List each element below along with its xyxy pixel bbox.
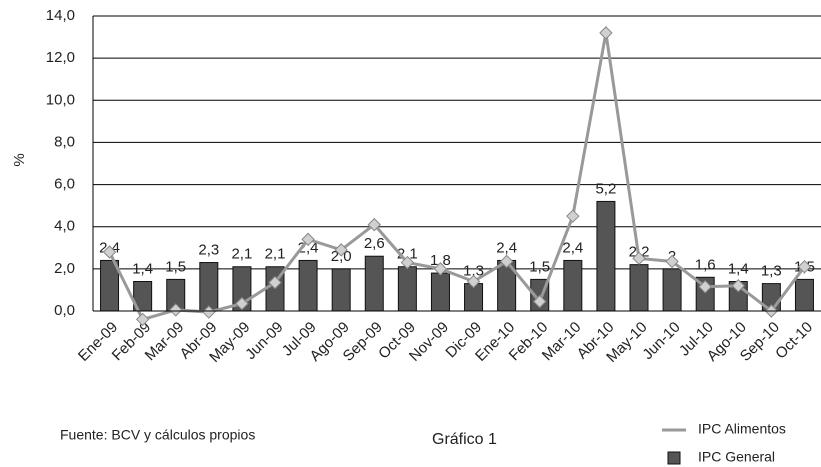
marker	[698, 280, 712, 294]
y-tick-label: 2,0	[54, 260, 75, 277]
y-tick-label: 10,0	[46, 91, 75, 108]
data-label: 1,8	[430, 252, 451, 269]
caption: Gráfico 1	[432, 431, 497, 448]
y-tick-label: 0,0	[54, 302, 75, 319]
y-tick-label: 8,0	[54, 133, 75, 150]
data-label: 2,4	[496, 239, 517, 256]
data-label: 1,4	[728, 260, 749, 277]
bar	[430, 272, 450, 312]
marker	[135, 312, 150, 327]
marker	[301, 232, 315, 247]
data-label: 1,5	[165, 258, 186, 275]
marker	[202, 305, 216, 319]
bar	[794, 278, 814, 312]
data-label: 1,3	[463, 263, 484, 280]
y-tick-label: 6,0	[54, 176, 75, 193]
marker	[665, 254, 679, 269]
marker	[235, 296, 249, 311]
x-tick-label: Oct-10	[772, 319, 816, 363]
data-label: 2,1	[231, 246, 252, 263]
legend-swatch	[667, 451, 681, 465]
data-label: 1,3	[761, 263, 782, 280]
data-label: 2,4	[562, 239, 583, 256]
y-tick-label: 4,0	[54, 218, 75, 235]
marker	[599, 26, 613, 40]
bar	[298, 259, 318, 312]
bar	[199, 262, 219, 312]
marker	[797, 260, 812, 274]
y-tick-label: 14,0	[46, 7, 75, 24]
marker	[169, 303, 183, 317]
x-tick-label: Jun-09	[242, 319, 286, 363]
bar	[662, 268, 682, 312]
bar	[629, 264, 649, 312]
data-label: 2,6	[364, 235, 385, 252]
marker	[499, 254, 514, 269]
bar	[364, 255, 384, 312]
marker	[566, 209, 580, 223]
data-label: 2,3	[198, 242, 219, 259]
marker	[268, 275, 282, 290]
marker	[400, 255, 415, 270]
data-label: 1,4	[132, 260, 153, 277]
marker	[102, 245, 117, 259]
marker	[466, 274, 481, 289]
bar	[397, 266, 417, 312]
data-label: 1,5	[529, 258, 550, 275]
legend-label: IPC General	[698, 449, 775, 465]
data-label: 5,2	[595, 180, 616, 197]
bar	[596, 200, 616, 312]
data-label: 2,1	[265, 246, 286, 263]
bar	[331, 268, 351, 312]
line	[108, 32, 806, 322]
marker	[367, 217, 381, 232]
marker	[632, 251, 646, 266]
source-note: Fuente: BCV y cálculos propios	[60, 427, 255, 443]
x-tick-label: Jun-10	[639, 319, 683, 363]
y-axis-label: %	[11, 153, 28, 166]
marker	[731, 279, 745, 293]
y-tick-label: 12,0	[46, 49, 75, 66]
marker	[533, 294, 547, 309]
legend-label: IPC Alimentos	[698, 421, 786, 437]
marker	[334, 243, 348, 257]
bar	[563, 259, 583, 312]
data-label: 1,6	[695, 256, 716, 273]
data-label: 2,4	[298, 239, 319, 256]
marker	[433, 262, 448, 276]
